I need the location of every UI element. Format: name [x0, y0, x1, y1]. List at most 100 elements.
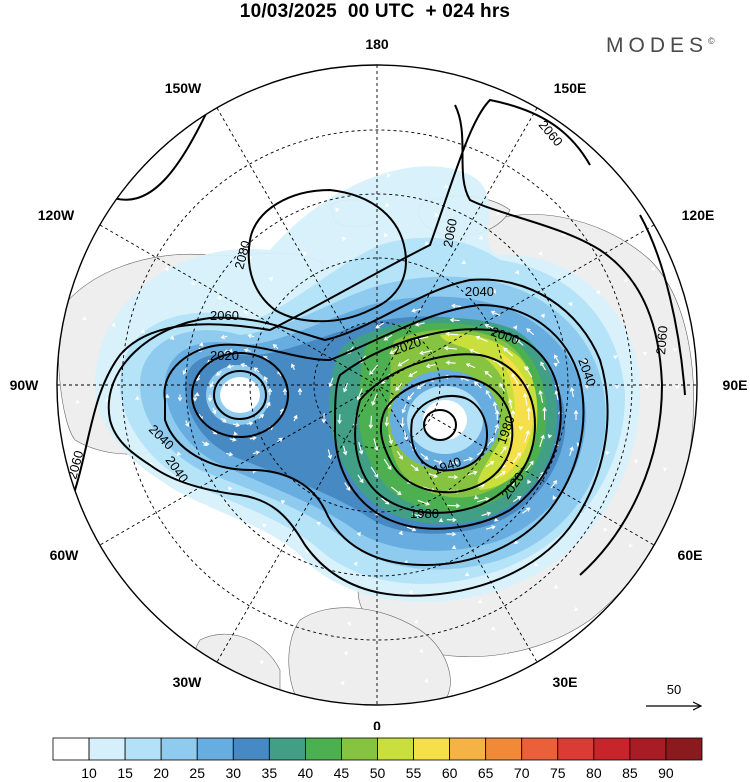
lon-label-120w: 120W: [38, 207, 75, 223]
wind-vector: [453, 155, 459, 161]
reference-vector-head: [692, 701, 703, 711]
colorbar-tick-label: 10: [81, 765, 97, 781]
wind-vector: [388, 434, 393, 445]
wind-vector: [644, 384, 650, 390]
wind-vector: [356, 531, 362, 537]
wind-vector: [485, 389, 492, 399]
lon-label-90w: 90W: [10, 377, 40, 393]
wind-vector: [554, 584, 559, 589]
wind-vector: [584, 213, 589, 218]
wind-vector: [273, 199, 278, 204]
wind-vector: [518, 425, 524, 431]
colorbar-tick-label: 90: [658, 765, 674, 781]
height-contours: [69, 94, 686, 597]
wind-vector: [373, 438, 379, 452]
wind-vector: [357, 474, 364, 484]
wind-vector: [450, 303, 462, 309]
wind-vector: [140, 329, 145, 334]
colorbar-box: [413, 737, 451, 761]
wind-vector: [467, 470, 478, 476]
lon-label-150e: 150E: [554, 80, 587, 96]
colorbar-tick-label: 65: [478, 765, 494, 781]
wind-vector: [449, 317, 460, 323]
wind-vector: [603, 527, 608, 532]
wind-vector: [246, 421, 254, 426]
wind-vector: [448, 474, 459, 480]
wind-vector: [524, 430, 530, 443]
wind-vector: [327, 449, 333, 460]
colorbar-tick-label: 30: [225, 765, 241, 781]
wind-vector: [220, 417, 227, 423]
wind-vector: [247, 333, 255, 339]
wind-vector: [321, 149, 326, 154]
wind-vector: [512, 325, 518, 330]
wind-vector: [368, 415, 374, 429]
wind-vector: [135, 395, 140, 401]
wind-vector: [475, 335, 488, 343]
colorbar-boxes: [52, 737, 703, 761]
wind-vector: [340, 680, 345, 686]
wind-vector: [538, 251, 543, 256]
wind-vector: [177, 394, 183, 402]
wind-vector: [494, 423, 499, 434]
wind-vector: [353, 561, 358, 567]
lon-label-60e: 60E: [678, 547, 703, 563]
colorbar-box: [341, 737, 378, 761]
wind-vector: [228, 486, 233, 491]
contour-label: 2020: [210, 348, 239, 363]
wind-vector: [253, 450, 261, 456]
wind-vector: [259, 660, 264, 665]
lon-label-60w: 60W: [50, 547, 80, 563]
wind-vector: [161, 171, 167, 176]
reference-vector: 50: [646, 682, 703, 711]
wind-vector: [412, 513, 422, 519]
wind-vector: [547, 434, 553, 439]
wind-vector: [328, 178, 333, 183]
wind-vector: [473, 381, 482, 389]
wind-vector: [397, 358, 409, 367]
colorbar-box: [304, 737, 342, 761]
wind-vector: [258, 173, 263, 178]
wind-vector: [416, 383, 426, 389]
wind-vector: [165, 393, 170, 399]
colorbar-tick-label: 15: [117, 765, 133, 781]
wind-vector: [469, 348, 482, 356]
wind-vector: [226, 364, 234, 369]
wind-vector: [226, 234, 231, 239]
copyright-mark: ©: [708, 36, 715, 46]
wind-vector: [490, 310, 501, 316]
wind-vector: [547, 136, 552, 142]
wind-vector: [623, 278, 628, 283]
wind-vector: [280, 500, 286, 505]
wind-vector: [445, 331, 459, 337]
colorbar-tick-label: 50: [370, 765, 386, 781]
wind-vector: [243, 547, 248, 552]
wind-vector: [224, 570, 230, 575]
wind-vector: [258, 414, 265, 419]
wind-speed-shading: [95, 166, 640, 603]
wind-vector: [217, 295, 222, 300]
wind-vector: [220, 334, 228, 340]
wind-vector: [642, 351, 648, 356]
wind-vector: [504, 653, 509, 658]
wind-vector: [383, 334, 393, 341]
colorbar-box: [665, 737, 703, 761]
wind-vector: [443, 184, 449, 189]
wind-vector: [583, 358, 588, 364]
polar-map: 2060 2080 2060 2040 2020 2060 2040 2020 …: [10, 36, 748, 730]
wind-vector: [240, 362, 248, 368]
wind-vector: [420, 453, 429, 460]
wind-vector: [568, 301, 573, 307]
wind-vector: [358, 441, 364, 455]
wind-vector: [195, 392, 200, 397]
wind-vector: [229, 121, 234, 126]
wind-vector: [282, 604, 287, 610]
wind-vector: [407, 392, 415, 401]
wind-vector: [530, 161, 535, 166]
colorbar-tick-label: 70: [514, 765, 530, 781]
wind-vector: [388, 143, 393, 148]
wind-vector: [461, 260, 466, 265]
wind-vector: [390, 83, 396, 88]
brand-name: MODES: [606, 34, 709, 57]
colorbar-box: [124, 737, 162, 761]
